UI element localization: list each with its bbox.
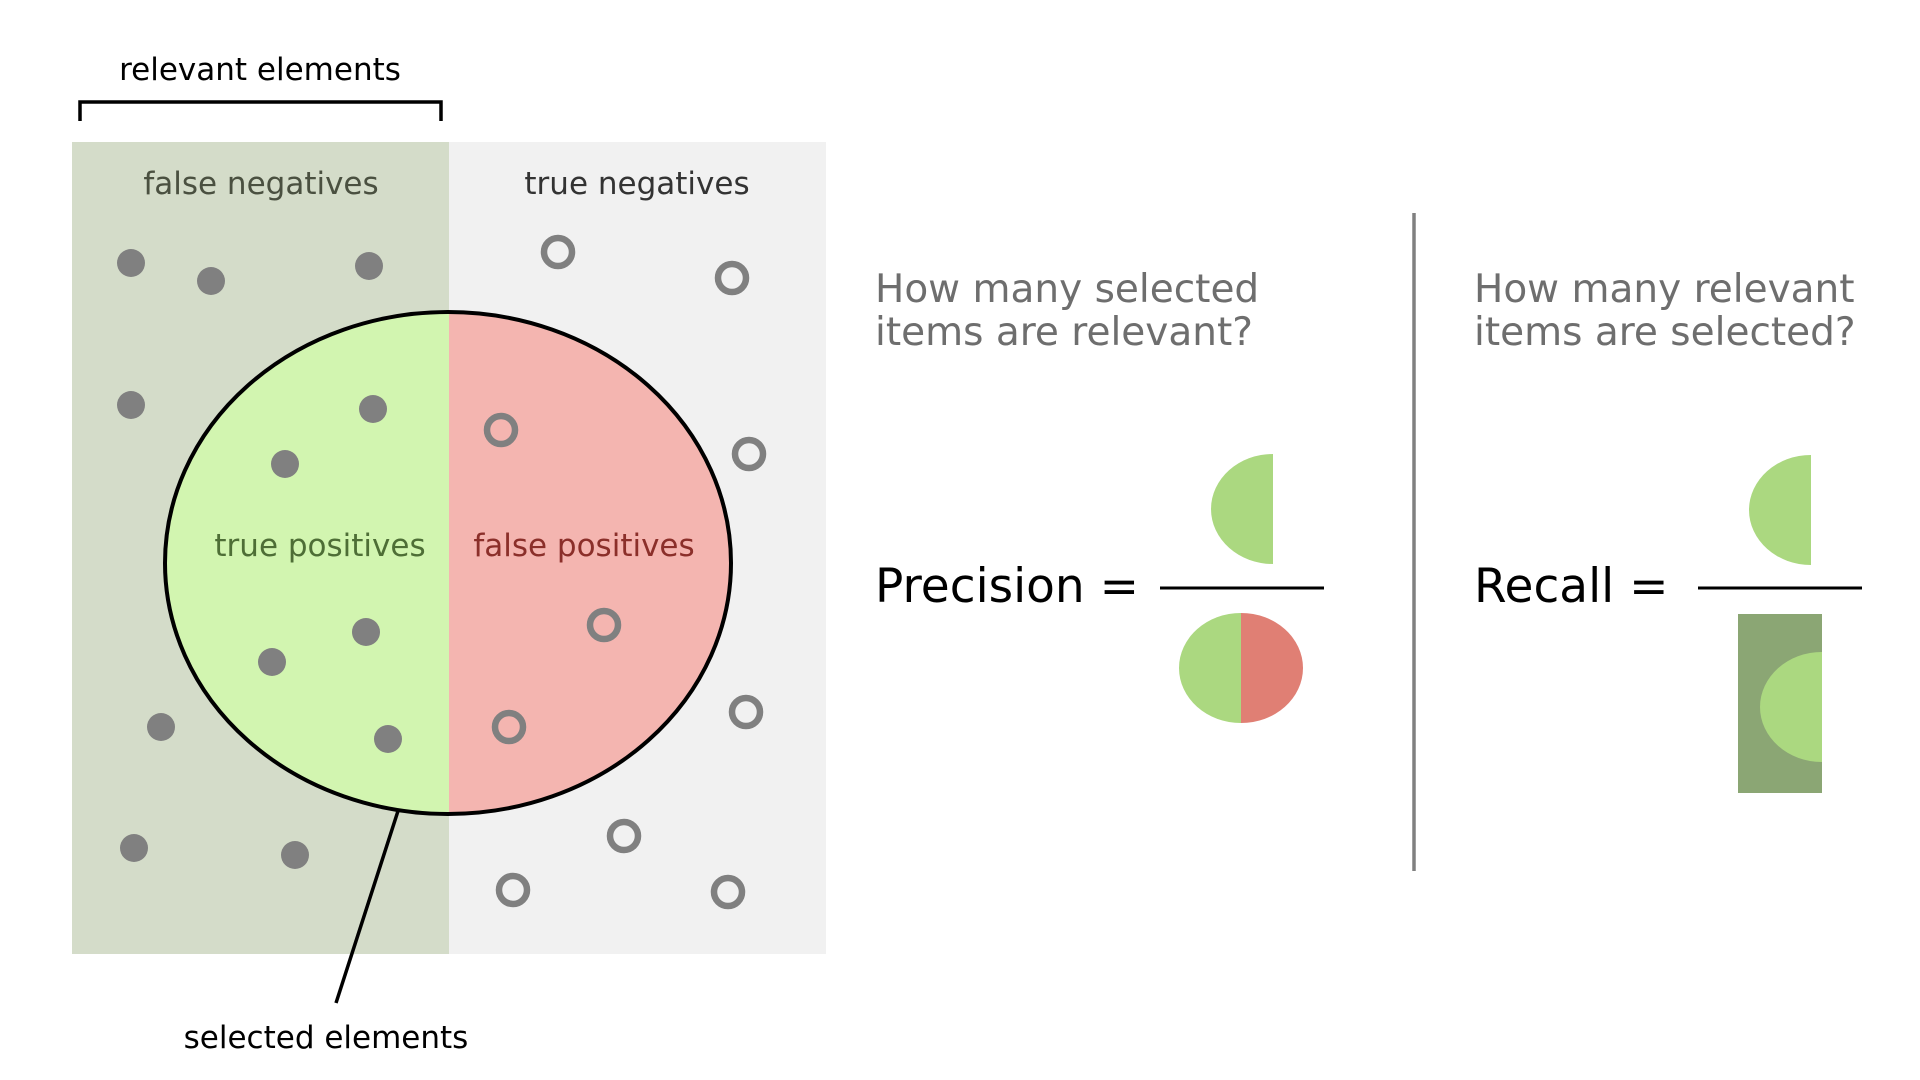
relevant-dot: [359, 395, 387, 423]
relevant-dot: [197, 267, 225, 295]
nonrelevant-ring: [495, 872, 531, 908]
precision-denominator-green-half: [1179, 613, 1241, 723]
precision-numerator-half-circle: [1211, 454, 1273, 564]
relevant-dot: [374, 725, 402, 753]
nonrelevant-rings: [483, 234, 767, 910]
relevant-elements-label: relevant elements: [119, 52, 401, 88]
relevant-dot: [271, 450, 299, 478]
precision-denominator-red-half: [1241, 613, 1303, 723]
false-negatives-label: false negatives: [143, 166, 378, 202]
nonrelevant-ring: [714, 260, 750, 296]
nonrelevant-ring: [606, 818, 642, 854]
relevant-dot: [117, 249, 145, 277]
precision-question-line1: How many selected: [875, 267, 1259, 312]
relevant-dot: [355, 252, 383, 280]
recall-numerator-half-circle: [1749, 455, 1811, 565]
nonrelevant-ring: [491, 709, 527, 745]
nonrelevant-ring: [483, 412, 519, 448]
nonrelevant-ring: [728, 694, 764, 730]
nonrelevant-ring: [586, 607, 622, 643]
recall-label: Recall =: [1474, 559, 1669, 614]
recall-question-line1: How many relevant: [1474, 267, 1855, 312]
relevant-elements-bracket: [78, 100, 443, 121]
selected-elements-label: selected elements: [184, 1020, 469, 1056]
precision-label: Precision =: [875, 559, 1139, 614]
nonrelevant-ring: [710, 874, 746, 910]
relevant-dots: [117, 249, 402, 869]
recall-question-line2: items are selected?: [1474, 310, 1856, 355]
selected-elements-ellipse: [163, 310, 733, 816]
selected-elements-pointer: [334, 810, 400, 1004]
true-positives-label: true positives: [214, 528, 425, 564]
relevant-dot: [281, 841, 309, 869]
relevant-dot: [147, 713, 175, 741]
precision-question-line2: items are relevant?: [875, 310, 1253, 355]
false-positives-label: false positives: [473, 528, 694, 564]
relevant-dot: [352, 618, 380, 646]
nonrelevant-ring: [540, 234, 576, 270]
recall-denominator-half-circle: [1760, 652, 1822, 762]
relevant-dot: [258, 648, 286, 676]
relevant-dot: [117, 391, 145, 419]
nonrelevant-ring: [731, 436, 767, 472]
relevant-dot: [120, 834, 148, 862]
true-negatives-label: true negatives: [524, 166, 749, 202]
